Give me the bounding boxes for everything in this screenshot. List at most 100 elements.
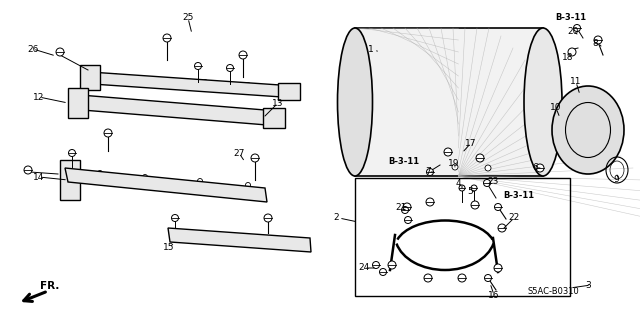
- Circle shape: [56, 48, 64, 56]
- Circle shape: [227, 64, 234, 71]
- Text: 26: 26: [27, 44, 38, 54]
- Circle shape: [401, 206, 408, 213]
- Circle shape: [68, 150, 76, 157]
- Bar: [355, 178, 570, 296]
- Text: 25: 25: [182, 13, 193, 23]
- Circle shape: [246, 83, 250, 87]
- Circle shape: [452, 164, 458, 170]
- Circle shape: [198, 179, 202, 183]
- Text: 4: 4: [456, 179, 461, 188]
- Circle shape: [113, 73, 118, 78]
- Circle shape: [483, 180, 490, 187]
- Circle shape: [104, 129, 112, 137]
- Text: 23: 23: [487, 177, 499, 187]
- Ellipse shape: [552, 86, 624, 174]
- Text: 6: 6: [532, 164, 538, 173]
- Circle shape: [239, 51, 247, 59]
- Text: 18: 18: [562, 53, 573, 62]
- Text: 10: 10: [550, 103, 561, 113]
- Text: 7: 7: [425, 167, 431, 176]
- Circle shape: [536, 164, 544, 172]
- Circle shape: [251, 154, 259, 162]
- Circle shape: [285, 87, 293, 95]
- Text: 1: 1: [368, 46, 374, 55]
- Text: 12: 12: [33, 93, 44, 101]
- Text: 3: 3: [585, 280, 591, 290]
- Polygon shape: [60, 160, 80, 200]
- Circle shape: [424, 274, 432, 282]
- Circle shape: [270, 114, 278, 122]
- Circle shape: [163, 34, 171, 42]
- Circle shape: [495, 204, 502, 211]
- Circle shape: [458, 274, 466, 282]
- Circle shape: [202, 79, 207, 85]
- Circle shape: [65, 175, 75, 185]
- Circle shape: [404, 217, 412, 224]
- Circle shape: [459, 185, 465, 191]
- Circle shape: [264, 214, 272, 222]
- Text: 24: 24: [358, 263, 369, 272]
- Circle shape: [594, 36, 602, 44]
- Circle shape: [262, 236, 268, 241]
- Text: 2: 2: [333, 213, 339, 222]
- Polygon shape: [68, 88, 88, 118]
- Circle shape: [444, 148, 452, 156]
- Text: 20: 20: [567, 26, 579, 35]
- Circle shape: [143, 174, 147, 180]
- Text: S5AC-B0310: S5AC-B0310: [528, 287, 580, 296]
- Circle shape: [74, 99, 82, 107]
- Text: FR.: FR.: [40, 281, 60, 291]
- Bar: [355, 28, 543, 176]
- Circle shape: [97, 170, 102, 175]
- Circle shape: [485, 165, 491, 171]
- Polygon shape: [80, 65, 100, 90]
- Circle shape: [388, 261, 396, 269]
- Circle shape: [573, 25, 580, 32]
- Polygon shape: [65, 168, 267, 202]
- Circle shape: [471, 185, 477, 191]
- Circle shape: [193, 231, 198, 235]
- Circle shape: [426, 198, 434, 206]
- Text: 16: 16: [488, 291, 499, 300]
- Circle shape: [292, 239, 298, 243]
- Polygon shape: [80, 95, 267, 125]
- Circle shape: [494, 264, 502, 272]
- Text: B-3-11: B-3-11: [388, 158, 419, 167]
- Ellipse shape: [337, 28, 372, 176]
- Polygon shape: [278, 83, 300, 100]
- Text: 11: 11: [570, 78, 582, 86]
- Circle shape: [152, 101, 157, 107]
- Text: 5: 5: [467, 187, 473, 196]
- Circle shape: [152, 77, 157, 81]
- Ellipse shape: [524, 28, 562, 176]
- Polygon shape: [168, 228, 311, 252]
- Text: 21: 21: [395, 203, 406, 211]
- Circle shape: [471, 201, 479, 209]
- Text: 13: 13: [272, 99, 284, 108]
- Text: 14: 14: [33, 173, 44, 182]
- Text: 17: 17: [465, 138, 477, 147]
- Text: B-3-11: B-3-11: [555, 13, 586, 23]
- Text: 19: 19: [448, 160, 460, 168]
- Circle shape: [195, 63, 202, 70]
- Polygon shape: [263, 108, 285, 128]
- Circle shape: [372, 262, 380, 269]
- Circle shape: [568, 48, 576, 56]
- Circle shape: [403, 203, 411, 211]
- Circle shape: [380, 269, 387, 276]
- Circle shape: [426, 168, 433, 175]
- Text: 22: 22: [508, 213, 519, 222]
- Text: 8: 8: [592, 39, 598, 48]
- Circle shape: [476, 154, 484, 162]
- Circle shape: [243, 108, 248, 114]
- Text: 15: 15: [163, 242, 175, 251]
- Text: B-3-11: B-3-11: [503, 190, 534, 199]
- Circle shape: [227, 234, 232, 239]
- Text: 9: 9: [613, 175, 619, 184]
- Text: 27: 27: [233, 149, 244, 158]
- Circle shape: [172, 214, 179, 221]
- Circle shape: [86, 73, 94, 81]
- Circle shape: [24, 166, 32, 174]
- Circle shape: [484, 275, 492, 281]
- Circle shape: [108, 98, 113, 102]
